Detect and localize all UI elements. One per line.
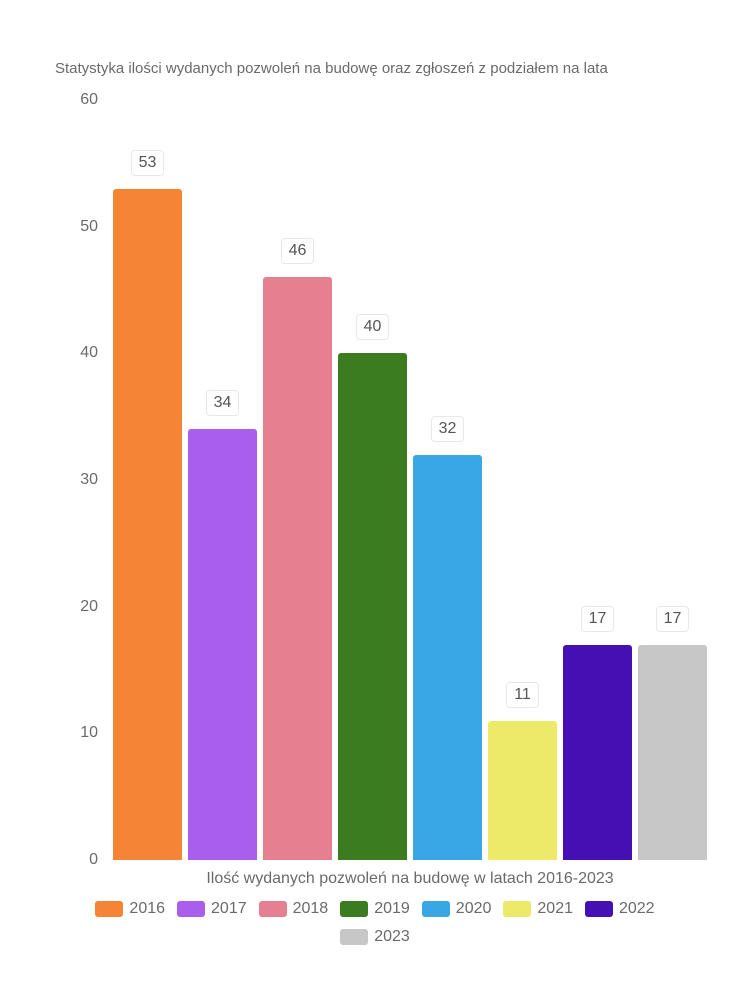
bar-value-label: 11 bbox=[506, 682, 539, 708]
bar-wrap: 46 bbox=[261, 100, 334, 860]
bar-value-label: 40 bbox=[356, 314, 390, 340]
legend-swatch bbox=[585, 901, 613, 917]
bar-wrap: 53 bbox=[111, 100, 184, 860]
bar-value-label: 32 bbox=[431, 416, 465, 442]
bar-value-label: 46 bbox=[281, 238, 315, 264]
legend-swatch bbox=[340, 901, 368, 917]
plot-area: 53 34 46 40 32 11 17 17 bbox=[110, 100, 710, 860]
legend-label: 2017 bbox=[211, 900, 247, 918]
y-tick: 60 bbox=[80, 91, 98, 109]
bar-value-label: 17 bbox=[656, 606, 690, 632]
legend-swatch bbox=[503, 901, 531, 917]
y-tick: 20 bbox=[80, 598, 98, 616]
bar-wrap: 17 bbox=[561, 100, 634, 860]
y-tick: 0 bbox=[89, 851, 98, 869]
legend-item-2016: 2016 bbox=[95, 900, 165, 918]
bar-wrap: 32 bbox=[411, 100, 484, 860]
bar-2017 bbox=[188, 429, 257, 860]
legend-swatch bbox=[422, 901, 450, 917]
legend-label: 2022 bbox=[619, 900, 655, 918]
legend-item-2020: 2020 bbox=[422, 900, 492, 918]
legend-item-2022: 2022 bbox=[585, 900, 655, 918]
legend-label: 2020 bbox=[456, 900, 492, 918]
legend-swatch bbox=[340, 929, 368, 945]
legend-swatch bbox=[177, 901, 205, 917]
bars-container: 53 34 46 40 32 11 17 17 bbox=[110, 100, 710, 860]
bar-wrap: 17 bbox=[636, 100, 709, 860]
legend-item-2023: 2023 bbox=[340, 928, 410, 946]
bar-2021 bbox=[488, 721, 557, 860]
chart-title: Statystyka ilości wydanych pozwoleń na b… bbox=[55, 60, 608, 77]
legend-label: 2019 bbox=[374, 900, 410, 918]
bar-2023 bbox=[638, 645, 707, 860]
legend: 2016 2017 2018 2019 2020 2021 2022 2023 bbox=[0, 900, 750, 946]
legend-label: 2018 bbox=[293, 900, 329, 918]
legend-swatch bbox=[259, 901, 287, 917]
bar-2016 bbox=[113, 189, 182, 860]
legend-swatch bbox=[95, 901, 123, 917]
legend-label: 2021 bbox=[537, 900, 573, 918]
bar-value-label: 17 bbox=[581, 606, 615, 632]
x-axis-label: Ilość wydanych pozwoleń na budowę w lata… bbox=[110, 870, 710, 888]
bar-wrap: 11 bbox=[486, 100, 559, 860]
y-tick: 50 bbox=[80, 218, 98, 236]
legend-label: 2016 bbox=[129, 900, 165, 918]
bar-value-label: 53 bbox=[131, 150, 165, 176]
y-tick: 40 bbox=[80, 344, 98, 362]
legend-label: 2023 bbox=[374, 928, 410, 946]
y-tick: 30 bbox=[80, 471, 98, 489]
legend-item-2019: 2019 bbox=[340, 900, 410, 918]
bar-value-label: 34 bbox=[206, 390, 240, 416]
bar-2019 bbox=[338, 353, 407, 860]
bar-wrap: 34 bbox=[186, 100, 259, 860]
legend-item-2018: 2018 bbox=[259, 900, 329, 918]
bar-2018 bbox=[263, 277, 332, 860]
legend-item-2021: 2021 bbox=[503, 900, 573, 918]
bar-wrap: 40 bbox=[336, 100, 409, 860]
legend-item-2017: 2017 bbox=[177, 900, 247, 918]
bar-2022 bbox=[563, 645, 632, 860]
bar-2020 bbox=[413, 455, 482, 860]
y-tick: 10 bbox=[80, 724, 98, 742]
y-axis: 0102030405060 bbox=[60, 100, 110, 860]
